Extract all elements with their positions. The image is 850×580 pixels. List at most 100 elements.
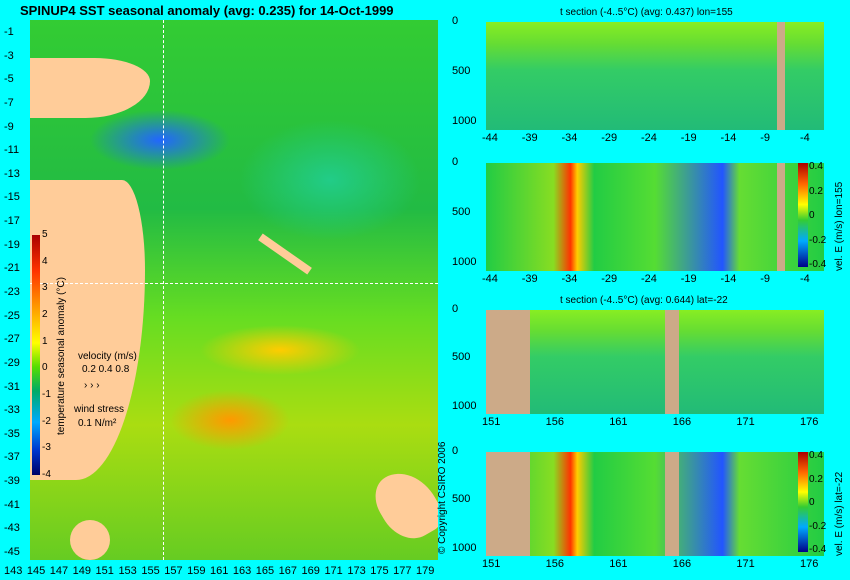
section-panel-4[interactable]	[486, 452, 824, 556]
depth-tick-label: 0	[452, 303, 459, 315]
lon-tick-label: 157	[164, 565, 183, 577]
depth-tick-label: 1000	[452, 256, 477, 269]
lon-tick-label: 143	[4, 565, 23, 577]
x-tick-label: 156	[545, 416, 564, 428]
section-panel-2[interactable]	[486, 163, 824, 271]
sst-map[interactable]: 5 4 3 2 1 0 -1 -2 -3 -4 temperature seasonal anom…	[30, 20, 438, 560]
x-tick-label: 161	[609, 416, 628, 428]
velocity-colorbar	[798, 163, 808, 267]
sst-colorbar-tick: -2	[42, 415, 51, 427]
x-tick-label: -9	[760, 132, 771, 144]
lat-tick-label: -25	[4, 309, 20, 322]
x-tick-label: -39	[521, 132, 538, 144]
sst-colorbar-label: temperature seasonal anomaly (°C)	[56, 277, 67, 435]
sst-colorbar	[32, 235, 40, 475]
velocity-colorbar	[798, 452, 808, 552]
velocity-colorbar-tick: -0.2	[809, 520, 827, 532]
depth-tick-label: 1000	[452, 115, 477, 128]
x-tick-label: 166	[672, 416, 692, 428]
depth-tick-label: 0	[452, 445, 459, 457]
land-mask	[776, 163, 786, 271]
velocity-colorbar-tick: -0.4	[809, 544, 827, 555]
x-tick-label: -14	[720, 273, 737, 285]
sst-colorbar-tick: 3	[42, 282, 48, 294]
x-tick-label: 176	[800, 558, 819, 570]
lon-tick-label: 151	[95, 565, 114, 577]
wind-legend-value: 0.1 N/m²	[78, 418, 117, 429]
lat-tick-label: -43	[4, 522, 20, 535]
lon-tick-label: 177	[393, 565, 412, 577]
lon-tick-label: 159	[187, 565, 206, 577]
lat-tick-label: -5	[4, 73, 14, 86]
depth-tick-label: 1000	[452, 399, 477, 412]
velocity-colorbar-tick: 0	[809, 210, 815, 221]
lon-tick-label: 145	[26, 565, 46, 577]
section-panel-3[interactable]	[486, 310, 824, 414]
lon-tick-label: 169	[301, 565, 320, 577]
land-mask	[486, 310, 530, 414]
depth-tick-label: 500	[452, 493, 471, 506]
crosshair-vertical	[163, 20, 164, 560]
x-tick-label: 156	[545, 558, 564, 570]
depth-tick-label: 0	[452, 156, 459, 168]
australia-land	[30, 180, 145, 480]
map-title: SPINUP4 SST seasonal anomaly (avg: 0.235…	[20, 3, 394, 18]
velocity-colorbar-tick: 0.2	[809, 185, 823, 197]
lat-tick-label: -37	[4, 451, 20, 464]
velocity-arrows: › › ›	[84, 380, 100, 391]
lon-tick-label: 153	[118, 565, 137, 577]
x-tick-label: -29	[601, 273, 618, 285]
depth-tick-label: 500	[452, 65, 471, 78]
lat-tick-label: -3	[4, 49, 14, 62]
land-mask	[665, 310, 679, 414]
velocity-colorbar-tick: -0.2	[809, 234, 827, 246]
lat-tick-label: -39	[4, 475, 20, 488]
x-tick-label: -44	[482, 273, 498, 285]
section-title: t section (-4..5°C) (avg: 0.644) lat=-22	[560, 295, 728, 306]
lat-tick-label: -31	[4, 380, 20, 393]
sst-colorbar-tick: 1	[42, 335, 48, 347]
depth-tick-label: 500	[452, 206, 471, 219]
sst-colorbar-tick: 0	[42, 362, 48, 374]
lon-tick-label: 163	[232, 565, 252, 577]
x-tick-label: -9	[760, 273, 771, 285]
new-zealand-land	[366, 460, 438, 550]
lon-tick-label: 167	[278, 565, 298, 577]
sst-colorbar-tick: -1	[42, 389, 51, 400]
lat-tick-label: -21	[4, 262, 20, 275]
x-tick-label: -29	[601, 132, 618, 144]
depth-tick-label: 0	[452, 15, 459, 27]
lat-tick-label: -17	[4, 215, 20, 228]
section-title: t section (-4..5°C) (avg: 0.437) lon=155	[560, 7, 733, 18]
depth-tick-label: 1000	[452, 541, 477, 554]
wind-legend-label: wind stress	[74, 404, 125, 415]
velocity-colorbar-tick: 0	[809, 497, 815, 508]
lon-tick-label: 175	[370, 565, 389, 577]
x-tick-label: -24	[641, 132, 657, 144]
crosshair-horizontal	[30, 283, 438, 284]
x-tick-label: -39	[521, 273, 538, 285]
x-tick-label: -44	[482, 132, 498, 144]
lat-tick-label: -33	[4, 404, 20, 417]
sst-colorbar-tick: 2	[42, 309, 48, 320]
section-panel-1[interactable]	[486, 22, 824, 130]
x-tick-label: -34	[561, 273, 578, 285]
x-tick-label: 151	[482, 558, 501, 570]
land-mask	[776, 22, 786, 130]
lon-tick-label: 173	[347, 565, 366, 577]
x-tick-label: 166	[672, 558, 692, 570]
lat-tick-label: -11	[4, 144, 20, 157]
x-tick-label: -19	[680, 132, 697, 144]
x-tick-label: 176	[800, 416, 819, 428]
velocity-legend-label: velocity (m/s)	[78, 351, 137, 362]
lat-tick-label: -15	[4, 191, 20, 204]
sst-colorbar-tick: 5	[42, 229, 48, 240]
velocity-colorbar-label: vel. E (m/s) lon=155	[834, 181, 845, 271]
x-tick-label: 171	[736, 416, 755, 428]
sst-colorbar-tick: -4	[42, 469, 51, 480]
lat-tick-label: -13	[4, 167, 20, 180]
velocity-colorbar-label: vel. E (m/s) lat=-22	[834, 471, 845, 556]
velocity-colorbar-tick: 0.2	[809, 473, 823, 485]
lat-tick-label: -1	[4, 26, 14, 38]
x-tick-label: 161	[609, 558, 628, 570]
